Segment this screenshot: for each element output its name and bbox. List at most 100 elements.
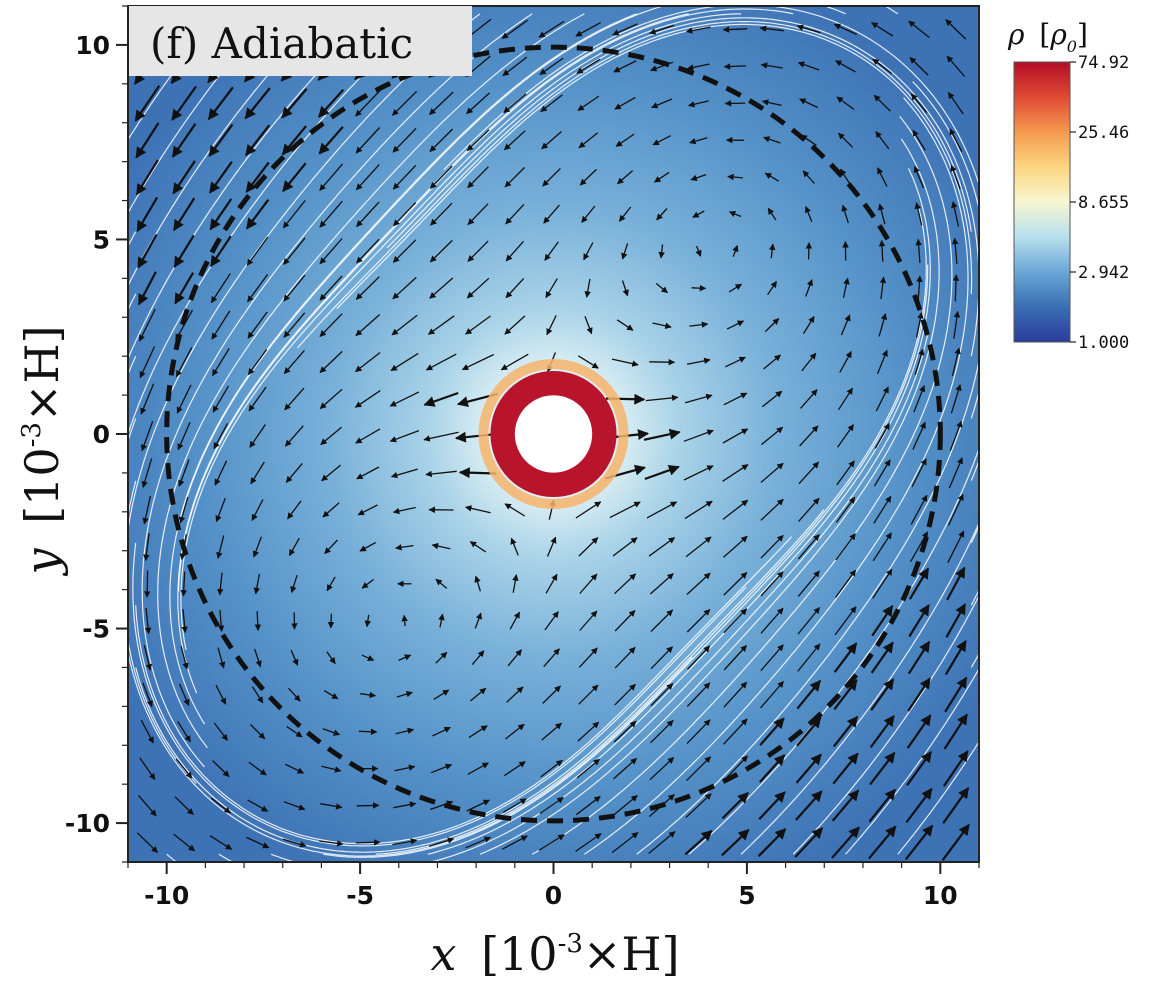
velocity-arrow	[578, 132, 599, 149]
velocity-arrow	[722, 26, 748, 33]
velocity-arrow	[392, 506, 416, 515]
streamline	[128, 13, 481, 784]
velocity-arrow	[356, 201, 380, 227]
velocity-arrow	[949, 128, 963, 152]
velocity-arrow	[727, 173, 743, 181]
velocity-arrow	[576, 58, 601, 74]
velocity-arrow	[942, 787, 970, 824]
velocity-arrow	[763, 354, 782, 370]
velocity-arrow	[361, 578, 374, 589]
velocity-arrow	[873, 459, 891, 487]
colorbar-ticks: 74.92 25.46 8.655 2.942 1.000	[1070, 53, 1129, 353]
velocity-arrow	[690, 173, 707, 181]
velocity-arrow	[906, 714, 932, 749]
velocity-arrow	[138, 308, 156, 342]
velocity-arrow	[870, 678, 895, 711]
velocity-arrow	[760, 571, 784, 597]
velocity-arrow	[723, 63, 747, 70]
velocity-arrow	[142, 682, 153, 708]
velocity-arrow	[290, 575, 298, 594]
velocity-arrow	[429, 277, 454, 299]
velocity-arrow	[759, 717, 785, 746]
velocity-arrow	[461, 353, 494, 371]
y-tick-label: 10	[75, 31, 110, 60]
velocity-arrow	[612, 23, 638, 36]
velocity-arrow	[611, 831, 639, 854]
velocity-arrow	[247, 349, 268, 376]
velocity-arrow	[686, 682, 711, 707]
velocity-arrow	[835, 496, 856, 523]
velocity-arrow	[510, 537, 519, 556]
velocity-arrow	[833, 23, 857, 35]
velocity-arrow	[320, 426, 342, 446]
streamline	[270, 335, 928, 862]
velocity-arrow	[501, 835, 528, 850]
colorbar-var: ρ	[1007, 18, 1025, 51]
x-axis-exp: -3	[558, 929, 583, 959]
velocity-arrow	[618, 206, 632, 222]
velocity-arrow	[870, 641, 894, 674]
velocity-arrow	[908, 604, 930, 638]
velocity-arrow	[872, 532, 892, 562]
panel-label: (f) Adiabatic	[128, 6, 472, 76]
velocity-arrow	[471, 650, 485, 666]
velocity-arrow	[246, 236, 269, 266]
velocity-arrow	[246, 836, 270, 849]
velocity-arrow	[797, 61, 820, 71]
velocity-arrow	[801, 352, 817, 372]
velocity-arrow	[915, 311, 924, 338]
velocity-arrow	[317, 88, 345, 118]
velocity-arrow	[425, 470, 457, 478]
velocity-arrow	[320, 803, 343, 810]
streamline	[157, 13, 585, 749]
velocity-arrow	[208, 123, 234, 157]
velocity-arrow	[209, 235, 232, 268]
velocity-arrow	[244, 87, 271, 120]
velocity-arrow	[621, 280, 629, 297]
velocity-arrow	[913, 385, 926, 413]
velocity-arrow	[838, 132, 854, 148]
velocity-arrow	[210, 273, 231, 304]
velocity-arrow	[324, 539, 338, 555]
velocity-arrow	[392, 127, 417, 153]
velocity-arrow	[423, 431, 459, 442]
velocity-arrow	[139, 757, 156, 781]
velocity-arrow	[649, 24, 675, 35]
streamline	[584, 97, 969, 855]
velocity-arrow	[913, 165, 925, 189]
velocity-arrow	[577, 95, 600, 112]
velocity-arrow	[466, 799, 490, 812]
velocity-arrow	[691, 284, 707, 292]
velocity-arrow	[760, 607, 784, 634]
velocity-arrow	[758, 754, 786, 783]
velocity-arrow	[686, 63, 710, 71]
velocity-arrow	[394, 764, 416, 772]
velocity-arrow	[435, 651, 448, 664]
velocity-arrow	[873, 495, 892, 524]
velocity-arrow	[722, 499, 749, 520]
velocity-arrow	[796, 679, 822, 710]
velocity-arrow	[798, 461, 820, 485]
velocity-arrow	[504, 503, 526, 517]
velocity-arrow	[685, 793, 712, 818]
velocity-arrow	[869, 751, 896, 786]
y-axis-suffix: ×H	[15, 343, 69, 422]
velocity-arrow	[760, 426, 784, 446]
velocity-arrow	[140, 383, 155, 415]
velocity-arrow	[723, 392, 748, 406]
velocity-arrow	[429, 128, 454, 152]
velocity-arrow	[509, 611, 521, 630]
velocity-arrow	[433, 689, 450, 700]
velocity-arrow	[904, 824, 934, 861]
velocity-arrow	[649, 358, 676, 366]
colorbar-tick-label: 2.942	[1078, 263, 1129, 283]
velocity-arrow	[579, 168, 597, 186]
x-tick-label: -5	[346, 881, 374, 910]
y-axis-unit: 10	[15, 447, 69, 506]
velocity-arrow	[143, 533, 150, 562]
streamline	[218, 853, 234, 862]
velocity-arrow	[249, 424, 266, 448]
streamline	[128, 231, 137, 248]
velocity-arrow	[686, 572, 711, 595]
velocity-arrow	[542, 167, 561, 187]
